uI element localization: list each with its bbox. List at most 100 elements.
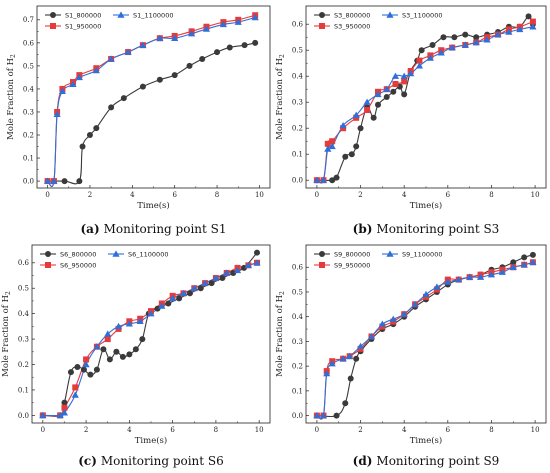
panel-d-y-axis-label: Mole Fraction of H2 bbox=[275, 291, 286, 377]
data-point-S9_1100000 bbox=[323, 369, 331, 377]
panel-c-x-axis-label: Time(s) bbox=[135, 435, 167, 446]
data-point-S3_800000 bbox=[342, 153, 349, 160]
data-point-S1_1100000 bbox=[43, 177, 52, 184]
data-point-S6_800000 bbox=[61, 399, 68, 406]
data-point-S6_800000 bbox=[208, 280, 215, 287]
data-point-S3_800000 bbox=[375, 101, 381, 108]
legend-label-S9_1100000: S9_1100000 bbox=[402, 250, 442, 258]
y-tick-label: 0.2 bbox=[18, 361, 29, 369]
data-point-S6_1100000 bbox=[179, 289, 188, 297]
x-tick-label: 0 bbox=[315, 191, 319, 199]
data-point-S1_1100000 bbox=[92, 66, 100, 74]
data-point-S6_1100000 bbox=[169, 294, 177, 302]
x-tick-label: 6 bbox=[446, 426, 451, 434]
legend-marker-S6_800000 bbox=[45, 251, 51, 257]
x-tick-label: 4 bbox=[127, 426, 132, 434]
data-point-S3_950000 bbox=[364, 107, 371, 113]
data-point-S6_1100000 bbox=[233, 266, 242, 274]
data-point-S6_950000 bbox=[104, 336, 111, 343]
data-point-S3_1100000 bbox=[516, 25, 524, 33]
panel-c-caption-text: Monitoring point S6 bbox=[101, 454, 224, 468]
panel-a: 0 2 4 6 8 10 0.0 0.1 0.2 0.3 0.4 0.5 0.6 0.7 S1_80000… bbox=[6, 5, 271, 236]
panel-d-y-axis-subscript: 2 bbox=[279, 291, 286, 295]
data-point-S9_1100000 bbox=[498, 268, 506, 275]
data-point-S3_1100000 bbox=[391, 72, 400, 79]
panel-c-caption-label: (c) bbox=[78, 454, 97, 468]
data-point-S1_800000 bbox=[86, 132, 93, 139]
data-point-S3_950000 bbox=[324, 140, 331, 147]
legend-label-S1_800000: S1_800000 bbox=[65, 11, 101, 19]
data-point-S6_800000 bbox=[113, 348, 120, 355]
data-point-S6_800000 bbox=[106, 356, 113, 363]
x-tick-label: 10 bbox=[255, 426, 264, 434]
x-tick-label: 6 bbox=[446, 191, 451, 199]
data-point-S9_1100000 bbox=[389, 315, 397, 322]
data-point-S6_1100000 bbox=[147, 310, 155, 317]
data-point-S3_800000 bbox=[401, 91, 408, 98]
data-point-S9_800000 bbox=[510, 259, 517, 266]
panel-a-ticks: 0 2 4 6 8 10 0.0 0.1 0.2 0.3 0.4 0.5 0.6 0.7 bbox=[23, 16, 264, 199]
x-tick-label: 2 bbox=[88, 191, 92, 199]
data-point-S3_1100000 bbox=[407, 70, 415, 77]
x-tick-label: 2 bbox=[84, 426, 88, 434]
panel-b-x-axis-label: Time(s) bbox=[410, 200, 442, 211]
y-tick-label: 0.3 bbox=[18, 335, 29, 343]
data-point-S9_800000 bbox=[521, 254, 528, 261]
legend-marker-S3_950000 bbox=[319, 23, 325, 29]
data-point-S3_1100000 bbox=[505, 28, 513, 35]
data-point-S1_800000 bbox=[76, 178, 83, 185]
y-tick-label: 0.2 bbox=[292, 363, 303, 371]
data-point-S3_1100000 bbox=[437, 49, 445, 56]
panel-c: 0 2 4 6 8 100.00.10.20.30.40.50.6 S6_800000S6… bbox=[1, 244, 271, 468]
data-point-S9_1100000 bbox=[466, 273, 474, 280]
data-point-S3_800000 bbox=[333, 174, 340, 181]
data-point-S6_800000 bbox=[154, 305, 161, 312]
data-point-S9_1100000 bbox=[509, 263, 517, 270]
data-point-S3_800000 bbox=[473, 34, 480, 41]
panel-c-legend: S6_800000 S6_950000 S6_1100000 bbox=[40, 250, 168, 269]
x-tick-label: 8 bbox=[214, 426, 218, 434]
y-tick-label: 0.0 bbox=[23, 177, 34, 185]
legend-marker-S6_1100000 bbox=[112, 250, 120, 257]
data-point-S1_1100000 bbox=[139, 41, 147, 48]
panel-b-ticks: 0 2 4 6 8 10 0.0 0.1 0.2 0.3 0.4 0.5 0.6 bbox=[292, 21, 540, 199]
data-point-S1_1100000 bbox=[171, 34, 179, 41]
data-point-S9_1100000 bbox=[356, 342, 365, 350]
data-point-S3_1100000 bbox=[324, 145, 332, 152]
data-point-S1_1100000 bbox=[219, 20, 227, 28]
data-point-S3_1100000 bbox=[483, 36, 491, 43]
panel-b: 0 2 4 6 8 100.00.10.20.30.40.50.6 S3_800000S3… bbox=[275, 5, 547, 236]
panel-c-markers bbox=[39, 249, 261, 419]
y-tick-label: 0.3 bbox=[292, 338, 303, 346]
data-point-S6_800000 bbox=[126, 351, 133, 358]
data-point-S9_1100000 bbox=[319, 411, 328, 419]
data-point-S1_1100000 bbox=[156, 34, 164, 41]
y-tick-label: 0.1 bbox=[292, 387, 303, 395]
data-point-S6_1100000 bbox=[223, 269, 231, 276]
x-tick-label: 2 bbox=[358, 191, 362, 199]
legend-marker-S9_1100000 bbox=[386, 250, 394, 257]
x-tick-label: 6 bbox=[172, 191, 177, 199]
data-point-S3_1100000 bbox=[448, 44, 456, 51]
data-point-S6_1100000 bbox=[190, 284, 198, 291]
y-tick-label: 0.2 bbox=[292, 125, 303, 133]
data-point-S9_1100000 bbox=[487, 271, 496, 278]
data-point-S1_800000 bbox=[156, 76, 163, 83]
data-point-S9_1100000 bbox=[378, 320, 386, 327]
legend-label-S6_1100000: S6_1100000 bbox=[128, 250, 168, 258]
data-point-S9_1100000 bbox=[422, 290, 430, 298]
data-point-S3_1100000 bbox=[352, 111, 360, 118]
y-tick-label: 0.4 bbox=[292, 73, 304, 81]
data-point-S6_800000 bbox=[176, 295, 183, 302]
panel-d: 0 2 4 6 8 100.00.10.20.30.40.50.6 S9_800000S9… bbox=[275, 244, 547, 468]
panel-d-markers bbox=[313, 251, 537, 419]
legend-label-S6_800000: S6_800000 bbox=[60, 250, 96, 258]
y-tick-label: 0.4 bbox=[292, 313, 304, 321]
data-point-S6_800000 bbox=[186, 290, 193, 297]
data-point-S1_1100000 bbox=[188, 30, 196, 37]
data-point-S6_800000 bbox=[87, 371, 94, 378]
y-tick-label: 0.5 bbox=[23, 62, 34, 70]
data-point-S3_1100000 bbox=[400, 72, 408, 79]
series-line-S9_800000 bbox=[316, 254, 534, 418]
data-point-S6_1100000 bbox=[114, 322, 123, 330]
